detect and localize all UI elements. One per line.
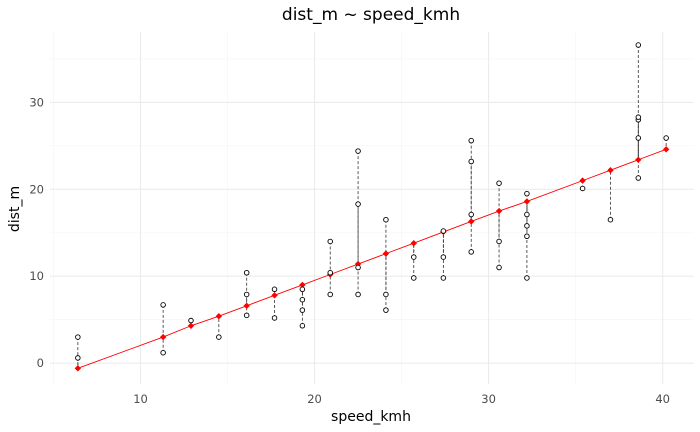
observed-point: [468, 211, 474, 218]
fitted-point: [159, 333, 167, 341]
chart-title: dist_m ~ speed_kmh: [282, 5, 460, 25]
y-tick-label: 20: [29, 182, 44, 196]
y-tick-label: 0: [37, 356, 44, 370]
y-tick-label: 30: [29, 95, 44, 109]
observed-point: [468, 249, 474, 255]
fitted-point: [410, 240, 417, 247]
observed-point: [75, 355, 81, 361]
observed-point: [635, 135, 642, 141]
fitted-point: [299, 281, 306, 289]
observed-point: [524, 233, 530, 239]
observed-point: [496, 264, 502, 271]
x-tick-label: 10: [133, 392, 148, 406]
observed-point: [327, 238, 333, 245]
observed-point: [355, 148, 361, 154]
fitted-point: [468, 218, 475, 225]
x-tick-label: 20: [307, 392, 322, 406]
observed-point: [524, 223, 530, 229]
observed-point: [327, 270, 333, 276]
observed-point: [524, 275, 530, 281]
fitted-point: [523, 198, 531, 205]
fitted-point: [271, 292, 278, 299]
observed-point: [635, 114, 642, 120]
x-tick-label: 30: [481, 392, 496, 406]
fitted-point: [495, 207, 503, 215]
fitted-point: [579, 177, 586, 184]
observed-point: [188, 317, 194, 324]
observed-point: [160, 349, 166, 356]
observed-point: [383, 291, 389, 298]
observed-point: [496, 180, 502, 186]
fitted-point: [74, 365, 82, 372]
observed-point: [524, 190, 530, 197]
observed-point: [524, 211, 530, 218]
fitted-point: [662, 146, 670, 153]
fitted-point: [215, 313, 223, 320]
y-axis-ticks: 0 10 20 30: [29, 95, 44, 370]
observed-point: [496, 238, 502, 245]
observed-point: [383, 216, 389, 223]
observed-point: [299, 286, 306, 293]
fitted-point: [243, 302, 250, 309]
observed-point: [355, 291, 361, 298]
fitted-point: [607, 166, 614, 174]
observed-point: [607, 216, 614, 223]
observed-point: [411, 254, 417, 260]
observed-point: [243, 291, 250, 298]
minor-gridlines: [50, 32, 694, 384]
observed-point: [383, 307, 389, 313]
observed-point: [243, 270, 250, 276]
observed-point: [440, 254, 447, 260]
observed-point: [271, 286, 278, 293]
fitted-point: [382, 250, 390, 257]
x-tick-label: 40: [655, 392, 670, 406]
observed-point: [216, 334, 222, 340]
observed-point: [271, 315, 278, 321]
observed-point: [327, 291, 333, 298]
observed-point: [299, 323, 306, 329]
y-axis-title: dist_m: [7, 186, 23, 232]
observed-series: [75, 42, 669, 361]
observed-point: [75, 334, 81, 340]
major-gridlines: [50, 32, 694, 384]
observed-point: [440, 228, 447, 234]
observed-point: [440, 275, 447, 281]
observed-point: [468, 137, 474, 144]
observed-point: [411, 275, 417, 281]
observed-point: [468, 158, 474, 165]
observed-point: [299, 296, 306, 303]
observed-point: [579, 185, 586, 192]
y-tick-label: 10: [29, 269, 44, 283]
observed-point: [635, 42, 642, 48]
observed-point: [635, 175, 642, 181]
observed-point: [355, 264, 361, 271]
observed-point: [160, 302, 166, 308]
x-axis-title: speed_kmh: [331, 409, 411, 425]
observed-point: [243, 312, 250, 319]
observed-point: [299, 307, 306, 313]
observed-point: [663, 135, 669, 141]
x-axis-ticks: 10 20 30 40: [133, 392, 670, 406]
observed-point: [355, 201, 361, 207]
fitted-point: [187, 322, 195, 329]
fitted-point: [635, 156, 642, 163]
